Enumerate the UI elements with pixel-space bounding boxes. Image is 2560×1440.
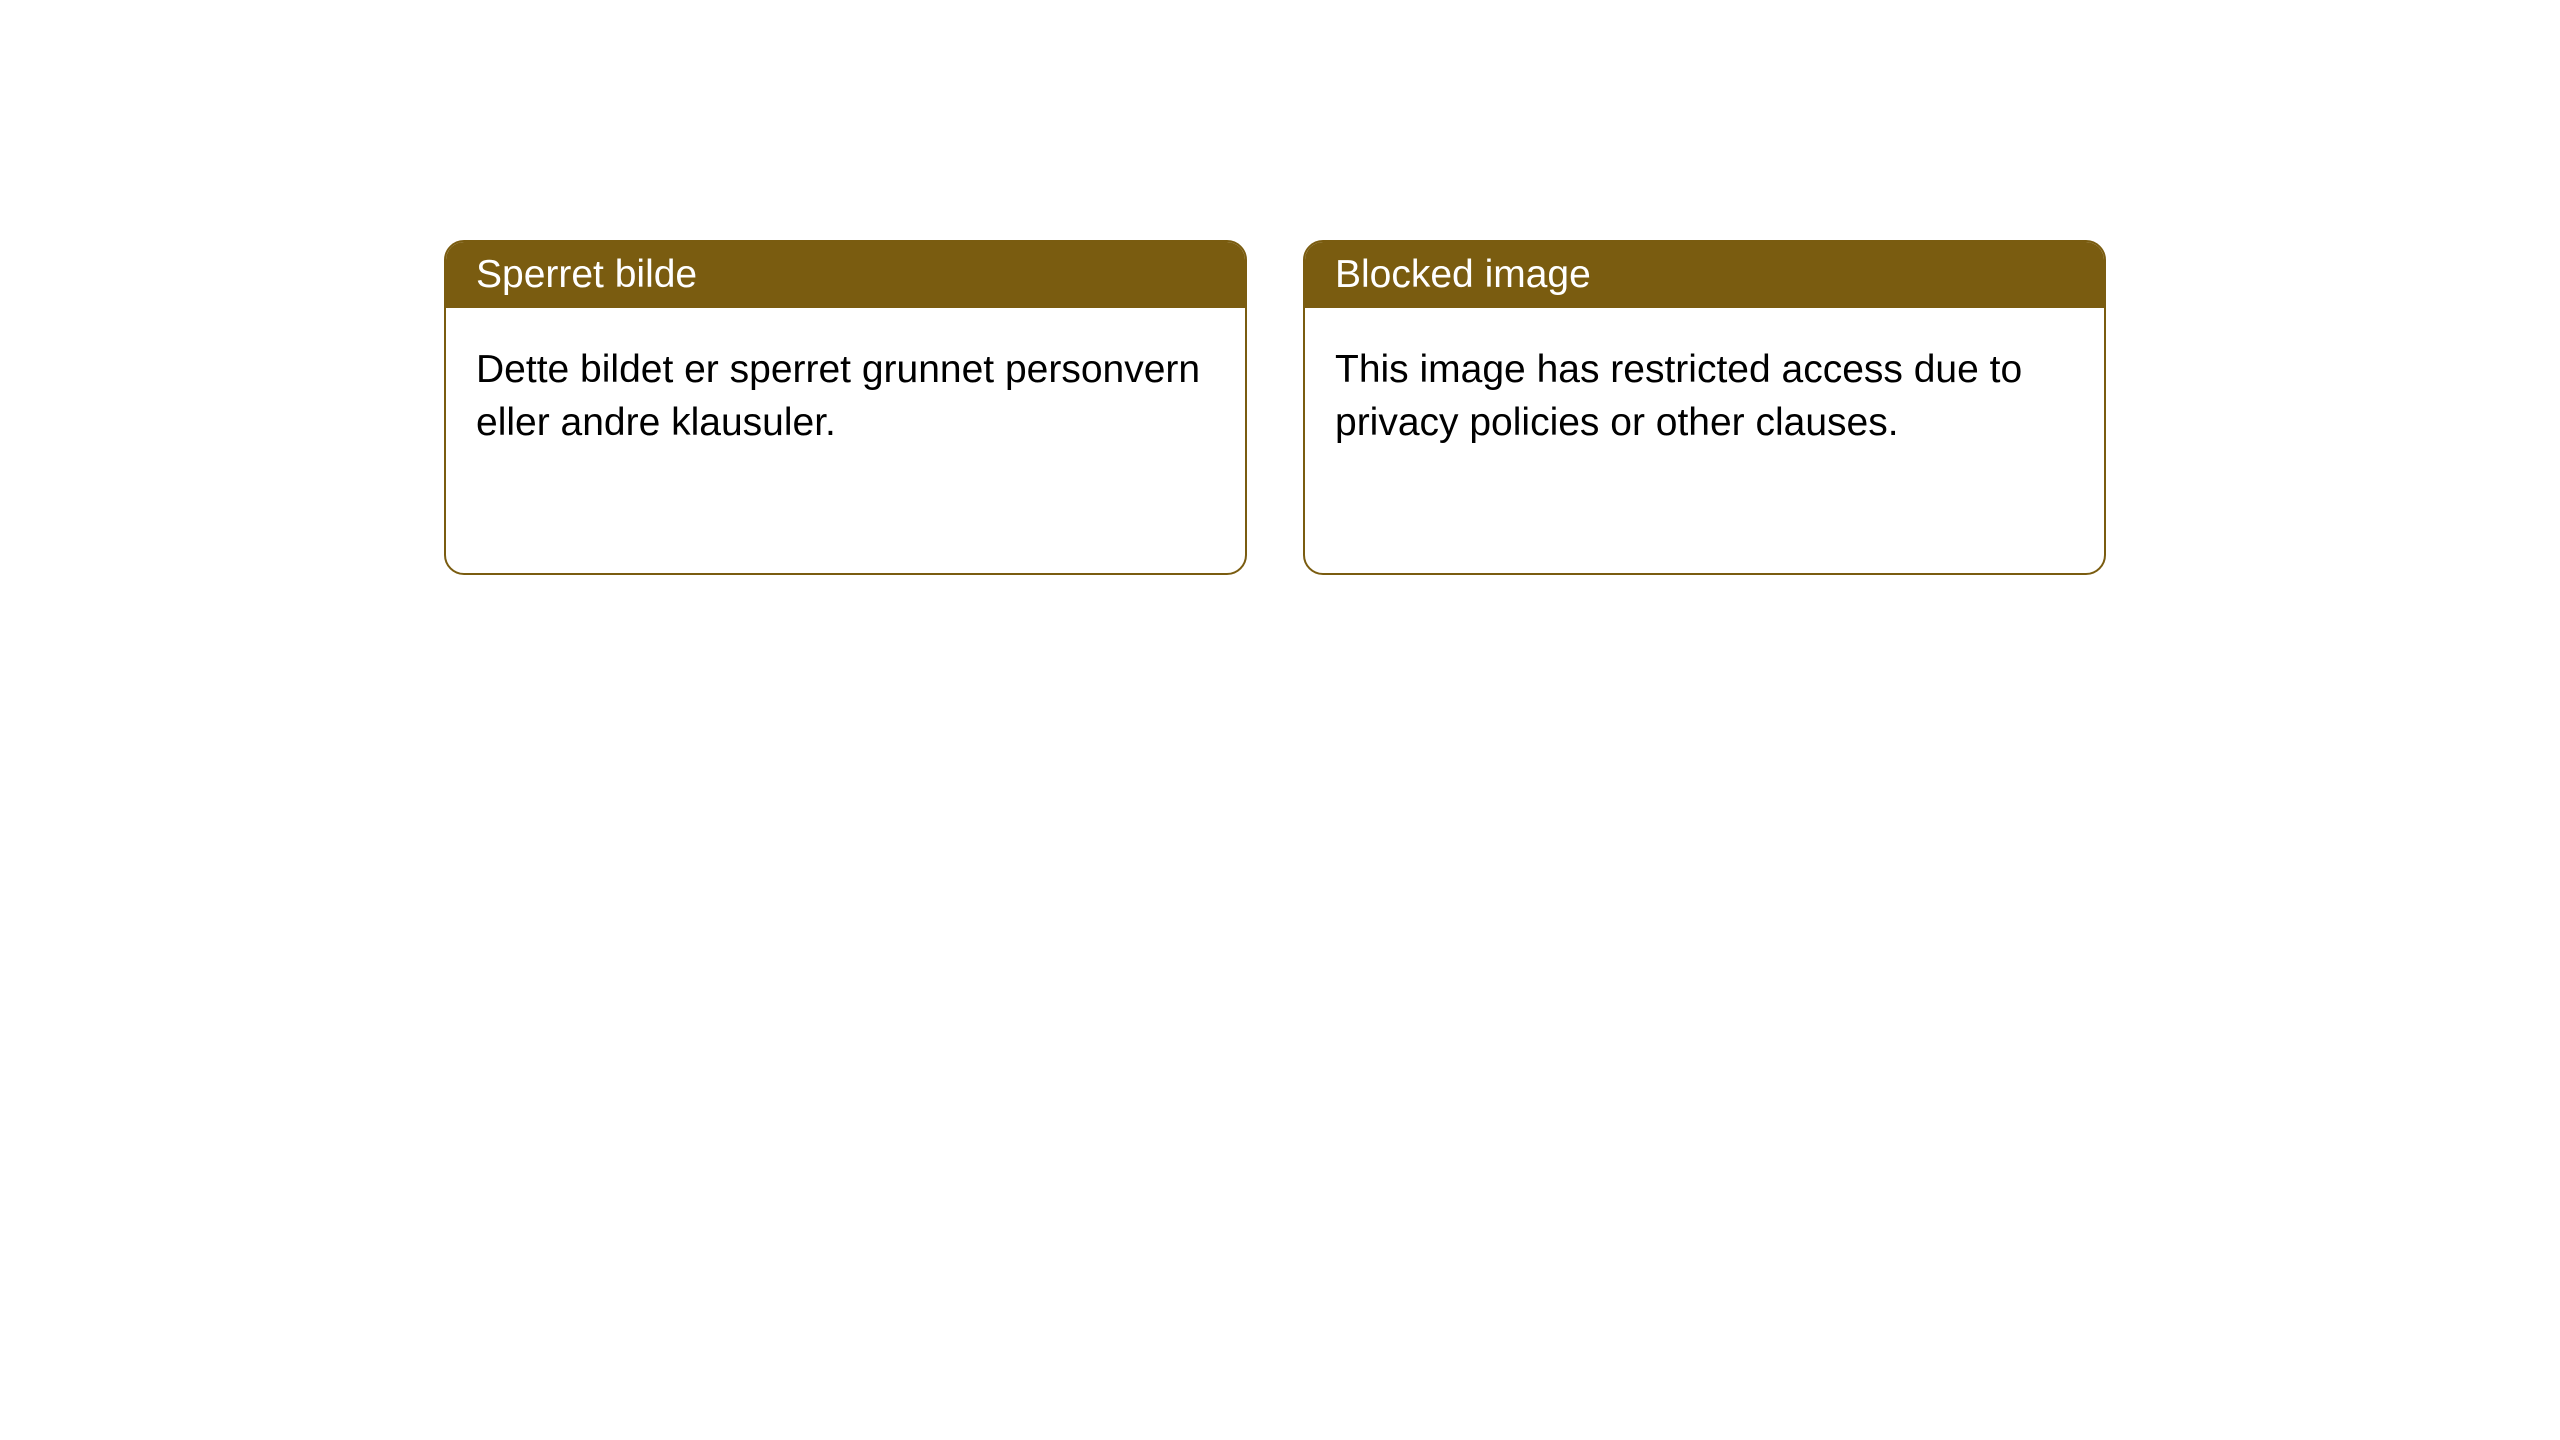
card-body: This image has restricted access due to … [1305, 308, 2104, 485]
notice-card-norwegian: Sperret bilde Dette bildet er sperret gr… [444, 240, 1247, 575]
card-title: Sperret bilde [476, 253, 697, 296]
notice-card-english: Blocked image This image has restricted … [1303, 240, 2106, 575]
cards-container: Sperret bilde Dette bildet er sperret gr… [0, 0, 2560, 575]
card-title: Blocked image [1335, 253, 1591, 296]
card-header: Sperret bilde [446, 242, 1245, 308]
card-body-text: Dette bildet er sperret grunnet personve… [476, 348, 1200, 444]
card-body: Dette bildet er sperret grunnet personve… [446, 308, 1245, 485]
card-body-text: This image has restricted access due to … [1335, 348, 2022, 444]
card-header: Blocked image [1305, 242, 2104, 308]
